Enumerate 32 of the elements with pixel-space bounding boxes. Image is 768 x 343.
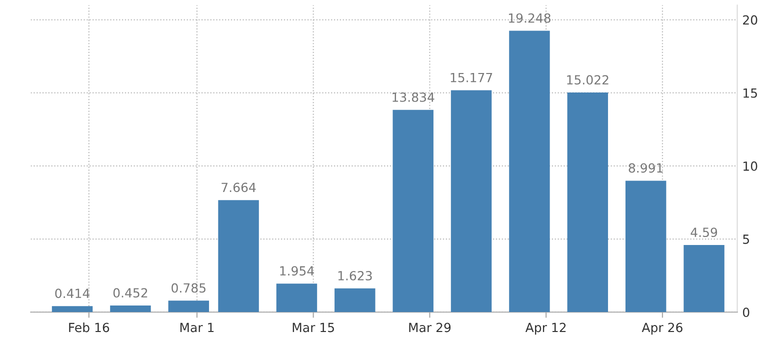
y-tick-label: 0 — [742, 308, 750, 318]
bar — [334, 288, 376, 312]
data-label: 19.248 — [508, 13, 550, 23]
y-tick-label: 10 — [744, 161, 758, 171]
data-label: 0.785 — [172, 283, 206, 293]
y-tick-label: 5 — [743, 234, 749, 244]
data-label: 1.623 — [338, 270, 372, 280]
x-tick-label: Apr 12 — [525, 322, 566, 335]
bar — [509, 30, 550, 312]
bar — [625, 180, 666, 312]
x-tick-label: Mar 15 — [292, 322, 334, 332]
bar — [392, 110, 434, 312]
y-tick-label: 20 — [743, 15, 758, 25]
data-label: 4.59 — [690, 228, 718, 238]
bar — [218, 200, 259, 312]
x-tick-label: Feb 16 — [69, 322, 110, 332]
x-tick-label: Mar 29 — [409, 322, 451, 332]
bar — [684, 245, 724, 312]
data-label: 15.022 — [567, 75, 608, 85]
data-label: 7.664 — [222, 182, 256, 192]
data-label: 1.954 — [280, 266, 314, 276]
data-label: 0.452 — [113, 288, 148, 298]
bar — [276, 284, 318, 312]
data-label: 15.177 — [450, 73, 492, 82]
bar — [450, 90, 492, 312]
data-label: 0.414 — [55, 288, 90, 298]
data-label: 8.991 — [628, 163, 663, 173]
x-tick-label: Mar 1 — [180, 322, 214, 332]
y-tick-label: 15 — [744, 88, 757, 98]
data-label: 13.834 — [392, 92, 434, 102]
x-tick-label: Apr 26 — [642, 322, 682, 335]
bar — [567, 92, 608, 312]
